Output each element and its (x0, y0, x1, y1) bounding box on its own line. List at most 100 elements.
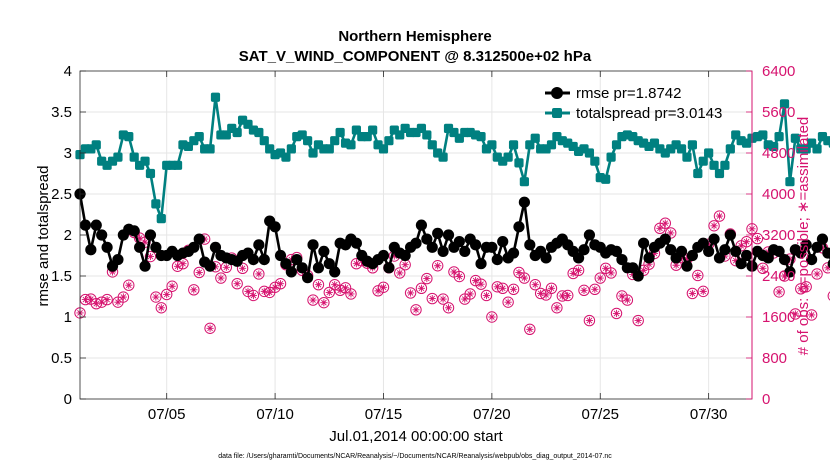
totalspread-marker (335, 127, 345, 138)
totalspread-marker (514, 158, 524, 168)
rmse-marker (735, 258, 747, 270)
rmse-marker (247, 254, 260, 266)
obs-assimilated-asterisk (119, 293, 127, 301)
obs-assimilated-asterisk (585, 316, 594, 325)
totalspread-marker (601, 174, 611, 184)
obs-assimilated-asterisk (607, 269, 615, 277)
obs-assimilated-asterisk (488, 313, 496, 321)
rmse-marker (437, 245, 449, 257)
obs-assimilated-asterisk (347, 290, 355, 298)
obs-assimilated-asterisk (721, 252, 729, 260)
rmse-marker (675, 245, 688, 257)
obs-point (404, 287, 417, 299)
obs-assimilated-asterisk (331, 281, 339, 289)
obs-point (551, 302, 563, 314)
obs-assimilated-asterisk (428, 294, 436, 303)
obs-assimilated-asterisk (683, 255, 691, 263)
obs-point (155, 302, 167, 314)
obs-assimilated-asterisk (699, 287, 707, 295)
totalspread-marker (438, 152, 448, 162)
totalspread-marker (281, 152, 291, 162)
obs-point (529, 279, 541, 291)
totalspread-marker (422, 130, 432, 140)
obs-assimilated-asterisk (195, 268, 203, 277)
rmse-marker (507, 247, 520, 259)
rmse-marker (150, 241, 162, 253)
obs-assimilated-asterisk (439, 295, 447, 303)
obs-possible-circle (442, 302, 455, 314)
rmse-marker (513, 221, 525, 233)
obs-point (502, 296, 514, 308)
obs-point (193, 266, 205, 279)
obs-assimilated-asterisk (542, 291, 550, 299)
obs-assimilated-asterisk (341, 284, 350, 292)
obs-possible-circle (621, 294, 634, 306)
obs-assimilated-asterisk (450, 268, 458, 276)
totalspread-marker (687, 140, 697, 150)
obs-assimilated-asterisk (515, 268, 523, 277)
obs-assimilated-asterisk (667, 229, 675, 237)
obs-possible-circle (323, 286, 335, 299)
rmse-marker (816, 233, 829, 245)
obs-assimilated-asterisk (694, 271, 702, 280)
obs-assimilated-asterisk (759, 264, 767, 272)
obs-point (562, 289, 574, 302)
obs-assimilated-asterisk (276, 280, 285, 288)
obs-assimilated-asterisk (629, 270, 637, 279)
obs-point (572, 264, 585, 277)
obs-possible-circle (486, 311, 498, 323)
obs-possible-circle (236, 262, 249, 275)
totalspread-marker (129, 152, 139, 162)
rmse-marker (101, 241, 113, 253)
totalspread-marker (156, 214, 166, 224)
totalspread-marker (790, 133, 800, 143)
obs-assimilated-asterisk (206, 324, 214, 332)
totalspread-marker (303, 136, 313, 146)
obs-possible-circle (610, 307, 623, 320)
y-right-tick-label: 1600 (762, 309, 795, 326)
rmse-marker (811, 241, 823, 253)
legend-totalspread-marker (552, 108, 562, 118)
obs-possible-circle (166, 280, 178, 292)
obs-point (394, 267, 406, 279)
y-tick-label: 1 (64, 309, 72, 326)
obs-possible-circle (497, 282, 509, 294)
obs-point (415, 282, 428, 294)
obs-possible-circle (811, 268, 823, 280)
obs-possible-circle (545, 282, 558, 294)
obs-point (692, 269, 704, 282)
obs-assimilated-asterisk (553, 304, 561, 312)
rmse-marker (442, 229, 455, 241)
obs-assimilated-asterisk (634, 316, 642, 325)
obs-assimilated-asterisk (336, 286, 344, 294)
obs-possible-circle (274, 277, 287, 290)
obs-point (161, 288, 173, 301)
obs-assimilated-asterisk (742, 238, 751, 246)
obs-assimilated-asterisk (455, 272, 463, 281)
rmse-marker (209, 241, 222, 253)
obs-assimilated-asterisk (417, 284, 426, 292)
obs-point (497, 282, 509, 294)
obs-possible-circle (204, 322, 216, 334)
obs-assimilated-asterisk (125, 281, 133, 289)
rmse-marker (426, 241, 438, 253)
obs-assimilated-asterisk (401, 261, 409, 269)
obs-assimilated-asterisk (504, 298, 512, 306)
rmse-marker (291, 254, 303, 266)
obs-point (480, 289, 493, 302)
obs-assimilated-asterisk (238, 264, 247, 272)
obs-assimilated-asterisk (108, 268, 117, 276)
obs-possible-circle (150, 291, 162, 303)
rmse-marker (112, 254, 124, 266)
y-right-tick-label: 4000 (762, 186, 795, 203)
obs-assimilated-asterisk (190, 286, 198, 294)
rmse-marker (762, 252, 774, 264)
obs-point (323, 286, 335, 299)
totalspread-marker (254, 127, 264, 138)
obs-possible-circle (437, 293, 449, 305)
obs-point (632, 314, 644, 327)
obs-assimilated-asterisk (136, 234, 144, 242)
totalspread-marker (194, 132, 204, 142)
totalspread-marker (172, 160, 183, 170)
